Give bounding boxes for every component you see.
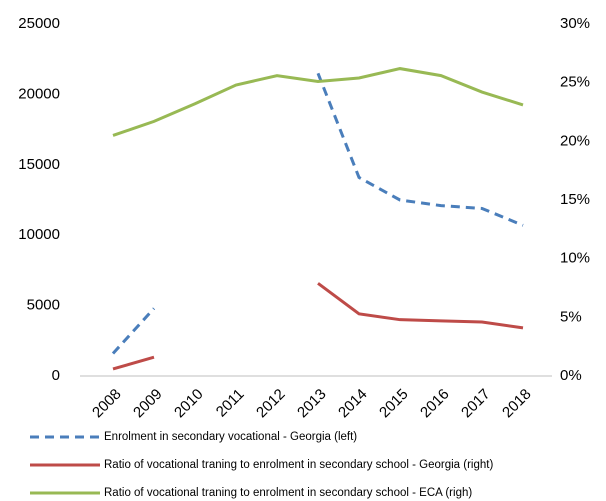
- y-tick-label: 25000: [18, 15, 60, 32]
- y-tick-label: 20000: [18, 85, 60, 102]
- x-tick-label: 2012: [253, 386, 289, 422]
- x-tick-label: 2010: [171, 386, 207, 422]
- x-tick-label: 2018: [499, 386, 535, 422]
- legend-label: Enrolment in secondary vocational - Geor…: [104, 431, 357, 443]
- x-tick-label: 2014: [335, 386, 371, 422]
- y-tick-label: 15000: [18, 156, 60, 173]
- x-tick-label: 2009: [130, 386, 166, 422]
- y-tick-label: 5000: [27, 297, 60, 314]
- y-tick-label: 0: [52, 367, 60, 384]
- x-tick-label: 2013: [294, 386, 330, 422]
- x-tick-label: 2015: [376, 386, 412, 422]
- x-tick-label: 2008: [89, 386, 125, 422]
- y2-tick-label: 20%: [560, 132, 590, 149]
- y2-tick-label: 25%: [560, 74, 590, 91]
- x-tick-label: 2016: [417, 386, 453, 422]
- series-line: [111, 72, 524, 355]
- series-line: [112, 67, 524, 137]
- x-tick-label: 2017: [458, 386, 494, 422]
- x-tick-label: 2011: [213, 386, 248, 421]
- y2-tick-label: 5%: [560, 308, 582, 325]
- legend-label: Ratio of vocational traning to enrolment…: [104, 459, 493, 471]
- y-tick-label: 10000: [18, 226, 60, 243]
- series-line: [112, 282, 524, 371]
- y2-tick-label: 15%: [560, 191, 590, 208]
- y2-tick-label: 10%: [560, 250, 590, 267]
- y2-tick-label: 0%: [560, 367, 582, 384]
- y2-tick-label: 30%: [560, 15, 590, 32]
- legend-label: Ratio of vocational traning to enrolment…: [104, 487, 472, 499]
